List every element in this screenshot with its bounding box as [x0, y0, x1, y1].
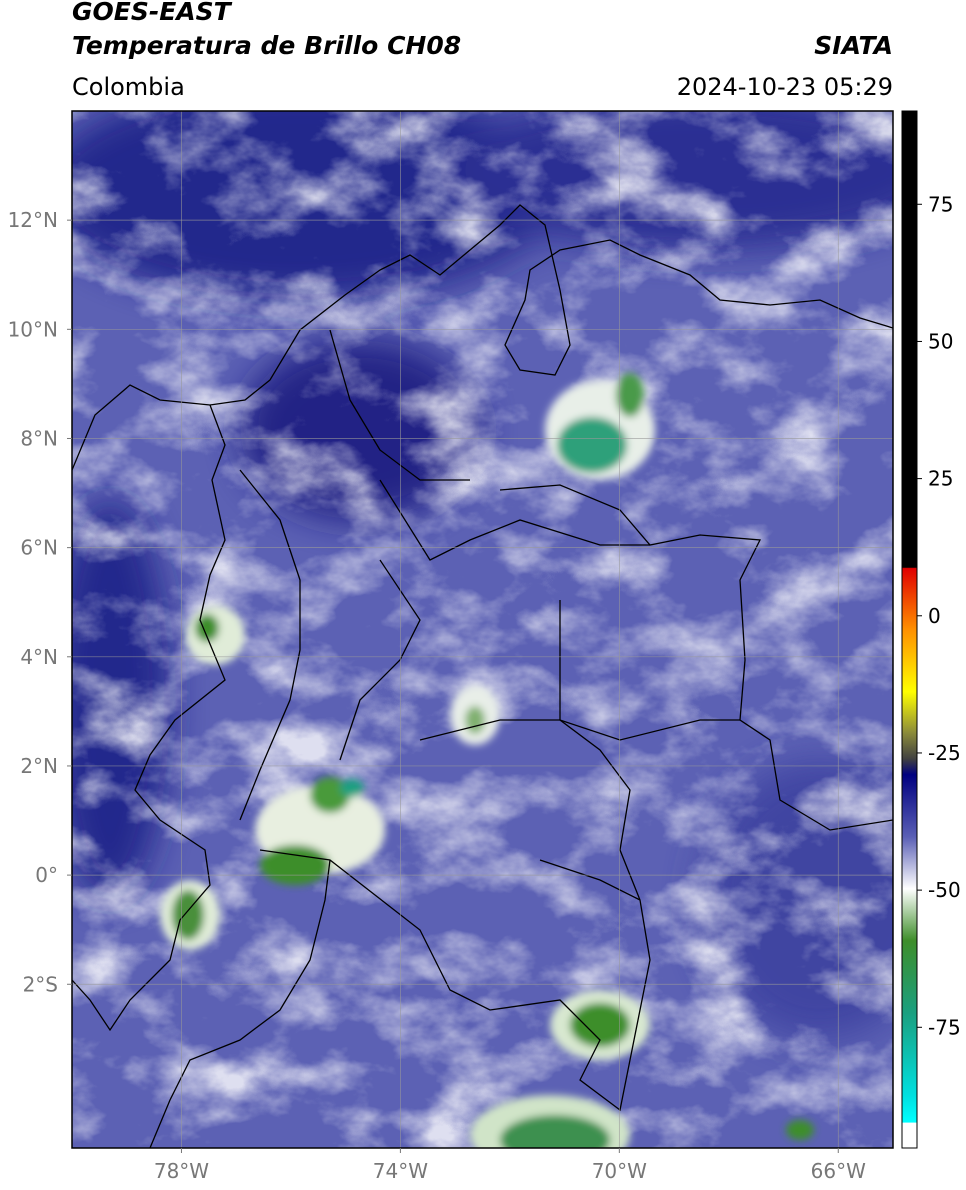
- colorbar-tick-label: 25: [928, 467, 953, 491]
- x-tick-label: 74°W: [373, 1159, 428, 1183]
- region: Colombia: [72, 73, 185, 101]
- colorbar-tick-label: -75: [928, 1015, 961, 1039]
- title: GOES-EAST: [72, 0, 233, 26]
- subtitle: Temperatura de Brillo CH08: [72, 31, 461, 60]
- x-tick-label: 70°W: [592, 1159, 647, 1183]
- grid: [72, 111, 893, 1148]
- colorbar-tick-label: 50: [928, 329, 953, 353]
- y-tick-label: 8°N: [20, 426, 58, 450]
- colorbar: [901, 110, 918, 1149]
- map-frame: [71, 110, 894, 1149]
- timestamp: 2024-10-23 05:29: [677, 73, 893, 101]
- colorbar-tick-label: 0: [928, 604, 941, 628]
- y-tick-label: 10°N: [8, 317, 58, 341]
- y-tick-label: 0°: [35, 863, 58, 887]
- x-tick-label: 66°W: [811, 1159, 866, 1183]
- y-tick-label: 12°N: [8, 208, 58, 232]
- y-tick-label: 2°S: [23, 972, 58, 996]
- x-tick-label: 78°W: [154, 1159, 209, 1183]
- source: SIATA: [814, 31, 893, 60]
- map-image: [72, 111, 893, 1148]
- colorbar-tick-label: 75: [928, 192, 953, 216]
- colorbar-tick-label: -25: [928, 741, 961, 765]
- colorbar-tick-label: -50: [928, 878, 961, 902]
- y-tick-label: 4°N: [20, 645, 58, 669]
- coastlines: [72, 204, 893, 1148]
- y-tick-label: 2°N: [20, 754, 58, 778]
- y-tick-label: 6°N: [20, 536, 58, 560]
